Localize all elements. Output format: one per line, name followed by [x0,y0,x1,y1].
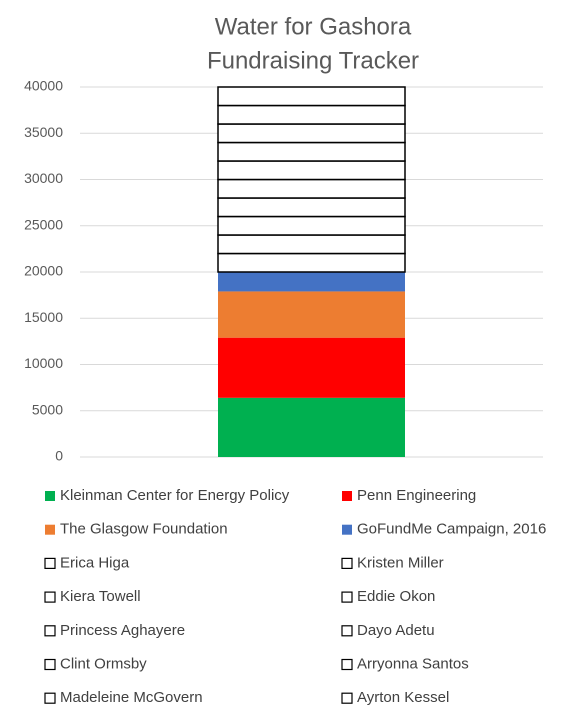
bar-segment [217,123,406,144]
y-tick-label: 5000 [32,401,63,417]
legend-label: Erica Higa [60,554,130,571]
legend-marker [342,524,352,535]
legend-label: Clint Ormsby [60,655,147,672]
legend-label: Kleinman Center for Energy Policy [60,487,290,504]
y-tick-label: 30000 [24,170,63,186]
y-tick-label: 0 [55,448,63,464]
legend-label: Eddie Okon [357,588,435,605]
legend-marker [44,625,56,637]
bar-segment [217,234,406,255]
legend-marker [341,557,353,570]
y-tick-label: 20000 [24,263,63,279]
legend-label: Penn Engineering [357,487,476,504]
bar-segment [217,104,406,125]
legend-label: GoFundMe Campaign, 2016 [357,521,546,538]
bar-segment [217,160,406,181]
y-tick-label: 35000 [24,124,63,140]
legend-label: Princess Aghayere [60,622,185,639]
legend-marker [341,625,353,637]
bar-segment [218,291,405,338]
legend-marker [341,591,353,603]
legend-marker [44,557,56,570]
y-tick-label: 15000 [24,309,63,325]
legend-label: Kristen Miller [357,554,444,571]
legend-label: Arryonna Santos [357,655,469,672]
bar-segment [217,197,406,218]
legend-label: Dayo Adetu [357,622,435,639]
legend-marker [44,692,56,704]
legend-label: Ayrton Kessel [357,689,449,706]
legend-marker [342,491,352,501]
bar-segment [217,252,406,273]
legend-marker [341,692,353,704]
legend-marker [44,658,56,671]
legend-marker [341,658,353,671]
bar-segment [217,178,406,199]
y-tick-label: 25000 [24,216,63,232]
chart-title: Water for Gashora [215,13,412,40]
y-tick-label: 40000 [24,78,63,94]
bar-segment [217,86,406,107]
bar-segment [217,215,406,236]
bar-segment [218,272,405,292]
chart-title: Fundraising Tracker [207,47,419,74]
legend-marker [45,491,55,501]
legend-marker [45,524,55,535]
legend-label: The Glasgow Foundation [60,521,228,538]
bar-segment [218,337,405,398]
legend-label: Madeleine McGovern [60,689,203,706]
bar-segment [218,397,405,457]
y-tick-label: 10000 [24,355,63,371]
legend-marker [44,591,56,603]
legend-label: Kiera Towell [60,588,141,605]
bar-segment [217,141,406,162]
